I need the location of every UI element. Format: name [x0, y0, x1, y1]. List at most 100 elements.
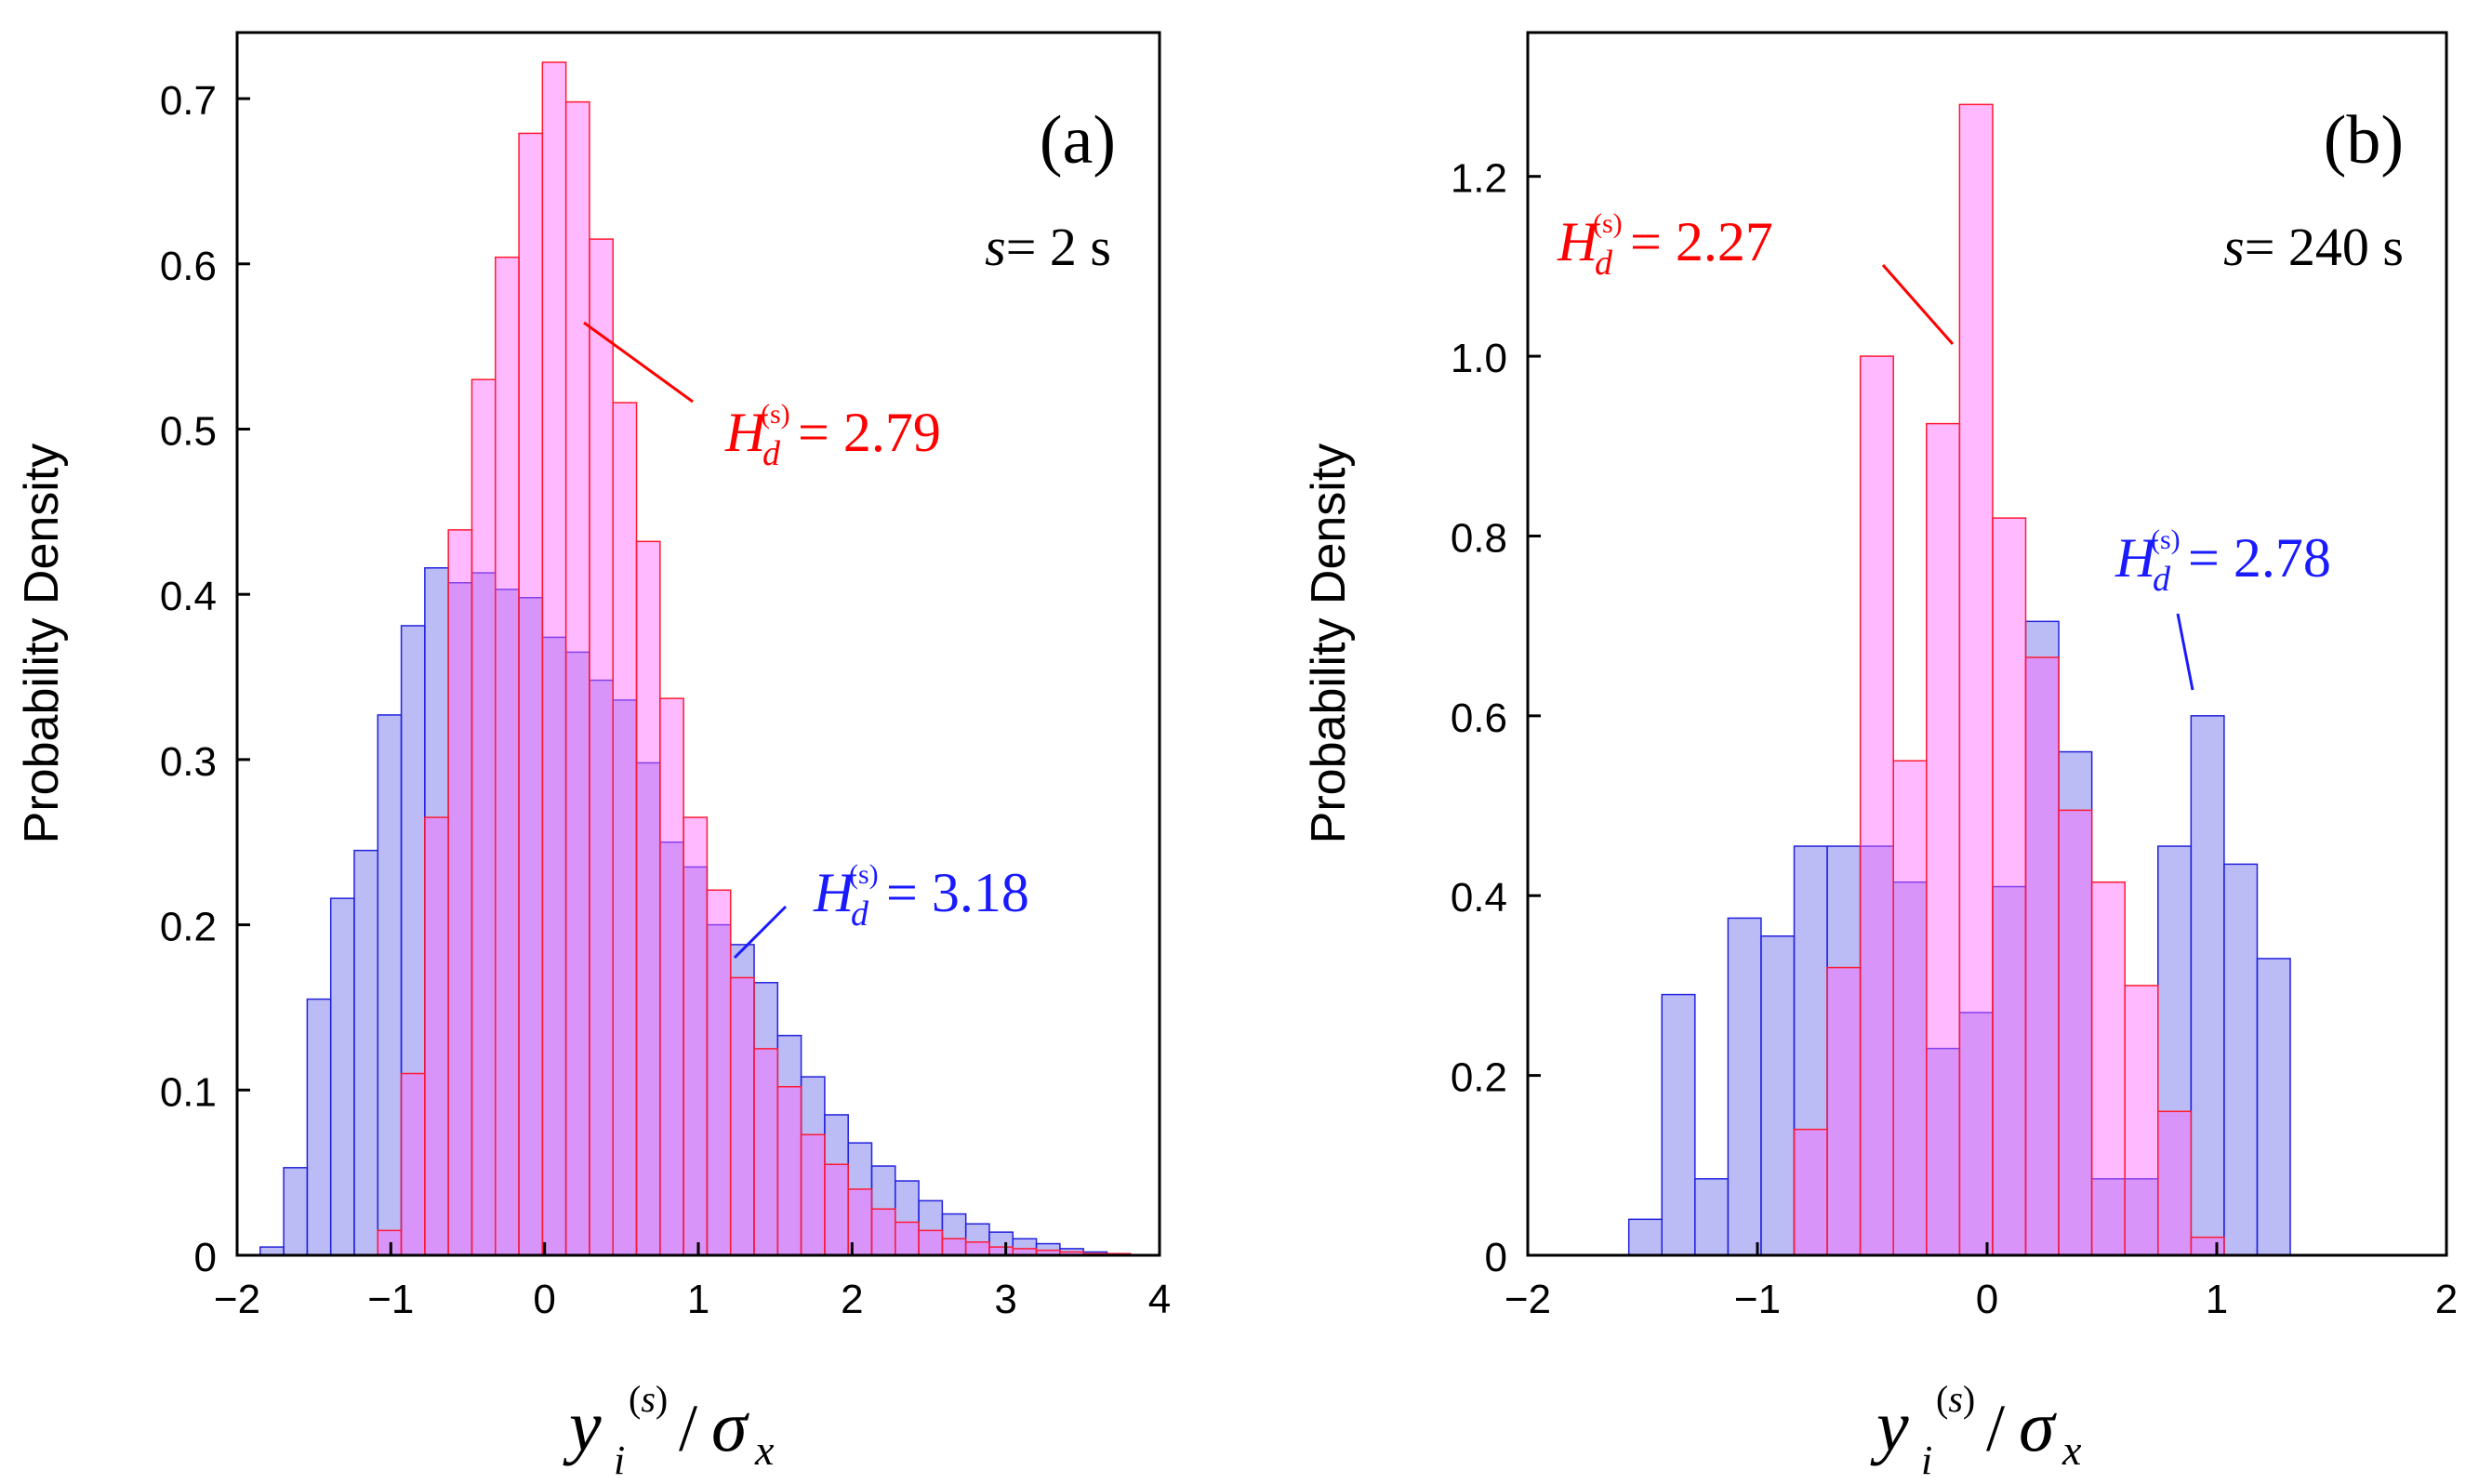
y-tick-label-b: 0.4: [1451, 875, 1507, 921]
x-tick-label-a: 1: [687, 1277, 709, 1322]
blue-bar-b: [1760, 934, 1796, 1256]
blue-bar-a: [941, 1212, 967, 1256]
pink-bar-a: [589, 238, 614, 1256]
pink-bar-a: [612, 402, 638, 1256]
annotation-pink-b-superscript: (s): [1593, 208, 1623, 239]
x-axis-label-b: y i (s) / σ x: [1870, 1378, 2082, 1483]
pink-bar-b: [2058, 809, 2093, 1256]
svg-text:(s): (s): [1936, 1378, 1975, 1420]
pink-bar-b: [2024, 656, 2060, 1256]
pink-bar-a: [729, 976, 755, 1256]
pink-bar-a: [941, 1238, 967, 1256]
x-tick-label-a: 2: [841, 1277, 863, 1322]
panel-b: 0 0.2 0.4 0.6 0.8 1.0 1.2 −2 −1 0 1 2 Probability …: [1302, 31, 2458, 1483]
y-tick-label-a: 0.3: [160, 739, 217, 785]
x-tick-label-a: −2: [214, 1277, 260, 1322]
blue-bar-a: [353, 849, 379, 1256]
annotation-blue-b-symbol: H: [2114, 527, 2159, 589]
blue-bar-a: [424, 567, 449, 1256]
pink-bar-a: [776, 1085, 802, 1256]
y-tick-label-b: 0.2: [1451, 1055, 1507, 1101]
pink-bar-a: [447, 529, 473, 1256]
pink-bar-a: [659, 697, 684, 1256]
pink-bar-b: [2090, 881, 2126, 1256]
x-tick-label-b: −2: [1505, 1277, 1551, 1322]
x-ticks-b: −2 −1 0 1 2: [1505, 1242, 2458, 1322]
x-tick-label-b: −1: [1734, 1277, 1781, 1322]
annotation-blue-a-subscript: d: [851, 894, 869, 934]
blue-bar-a: [400, 625, 426, 1256]
blue-bar-a: [683, 866, 709, 1256]
annotation-pink-b: H d (s) = 2.27: [1557, 208, 1773, 283]
svg-text:/: /: [1986, 1391, 2005, 1465]
svg-text:σ: σ: [2019, 1385, 2057, 1466]
svg-text:y: y: [1870, 1385, 1909, 1466]
blue-bar-b: [1627, 1218, 1663, 1256]
blue-bar-a: [283, 1167, 309, 1256]
blue-bar-a: [564, 651, 590, 1256]
bars-a: [259, 61, 1132, 1256]
y-tick-label-a: 0.6: [160, 244, 217, 289]
blue-bar-a: [847, 1142, 873, 1256]
y-axis-label-a: Probability Density: [15, 444, 69, 844]
pink-bar-b: [2190, 1236, 2225, 1256]
pink-bar-a: [964, 1241, 990, 1256]
pink-bar-a: [424, 816, 449, 1256]
pink-bar-a: [518, 132, 544, 1256]
annotation-pink-a-superscript: (s): [761, 399, 790, 430]
y-tick-label-a: 0: [194, 1235, 217, 1280]
pink-bar-a: [753, 1048, 779, 1256]
pink-bar-a: [564, 100, 590, 1256]
leader-line-blue-b: [2176, 613, 2194, 691]
pink-bar-b: [2124, 985, 2159, 1256]
y-tick-label-b: 1.2: [1451, 156, 1507, 202]
s-symbol-a: s: [985, 217, 1006, 277]
annotation-blue-a: H d (s) = 3.18: [813, 859, 1029, 934]
x-tick-label-b: 1: [2206, 1277, 2228, 1322]
pink-bar-b: [1992, 517, 2027, 1256]
annotation-pink-a-value: = 2.79: [798, 402, 941, 463]
x-tick-label-a: 0: [533, 1277, 555, 1322]
annotation-blue-a-symbol: H: [813, 862, 857, 923]
pink-bar-b: [1859, 355, 1894, 1256]
y-tick-label-b: 0.8: [1451, 515, 1507, 561]
x-tick-label-b: 0: [1976, 1277, 1998, 1322]
x-ticks-a: −2 −1 0 1 2 3 4: [214, 1242, 1171, 1322]
y-tick-label-b: 0: [1485, 1235, 1507, 1280]
pink-bar-a: [895, 1221, 920, 1256]
y-tick-label-b: 0.6: [1451, 696, 1507, 741]
svg-text:x: x: [2061, 1426, 2082, 1474]
s-value-b: = 240 s: [2245, 217, 2404, 277]
x-tick-label-a: −1: [367, 1277, 414, 1322]
y-tick-label-a: 0.1: [160, 1069, 217, 1115]
annotation-blue-a-superscript: (s): [849, 859, 879, 890]
svg-text:i: i: [1921, 1438, 1932, 1483]
pink-bar-a: [683, 816, 709, 1256]
panel-label-a: (a): [1040, 102, 1116, 179]
s-value-label-b: s= 240 s: [2223, 217, 2404, 277]
pink-bar-b: [2157, 1110, 2193, 1256]
s-value-label-a: s= 2 s: [985, 217, 1111, 277]
annotation-blue-b-subscript: d: [2153, 560, 2171, 599]
pink-bar-b: [1892, 760, 1928, 1256]
annotation-pink-a-subscript: d: [762, 434, 781, 473]
pink-bar-a: [541, 61, 567, 1256]
y-axis-label-b: Probability Density: [1302, 444, 1356, 844]
blue-bar-a: [518, 596, 544, 1256]
blue-bar-a: [329, 897, 355, 1256]
svg-text:y: y: [563, 1385, 602, 1466]
annotation-pink-a: H d (s) = 2.79: [724, 399, 941, 473]
leader-line-blue-a: [733, 905, 788, 960]
blue-bar-b: [1694, 1178, 1730, 1256]
annotation-blue-a-value: = 3.18: [886, 862, 1029, 923]
svg-text:σ: σ: [711, 1385, 749, 1466]
pink-bar-a: [918, 1229, 944, 1256]
panel-a: 0 0.1 0.2 0.3 0.4 0.5 0.6 0.7 −2 −1 0 1 2 3 4 Probabi…: [15, 31, 1171, 1483]
svg-text:/: /: [679, 1391, 697, 1465]
annotation-pink-b-subscript: d: [1595, 244, 1613, 283]
blue-bar-a: [612, 699, 638, 1256]
blue-bar-a: [589, 679, 614, 1256]
annotation-pink-b-symbol: H: [1557, 211, 1601, 272]
y-tick-label-b: 1.0: [1451, 336, 1507, 381]
